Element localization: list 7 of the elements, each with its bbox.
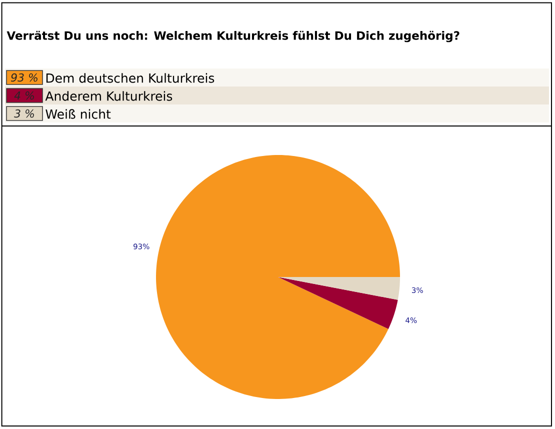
- chart-title: Verrätst Du uns noch: Welchem Kulturkreis fühlst Du Dich zugehörig?: [6, 30, 460, 42]
- legend-label: Dem deutschen Kulturkreis: [46, 73, 214, 83]
- legend-label: Anderem Kulturkreis: [45, 91, 172, 101]
- text: 3 %: [14, 109, 34, 118]
- legend-label: Weiß nicht: [46, 109, 111, 119]
- text: 93 %: [11, 73, 38, 82]
- text: 4 %: [14, 91, 34, 100]
